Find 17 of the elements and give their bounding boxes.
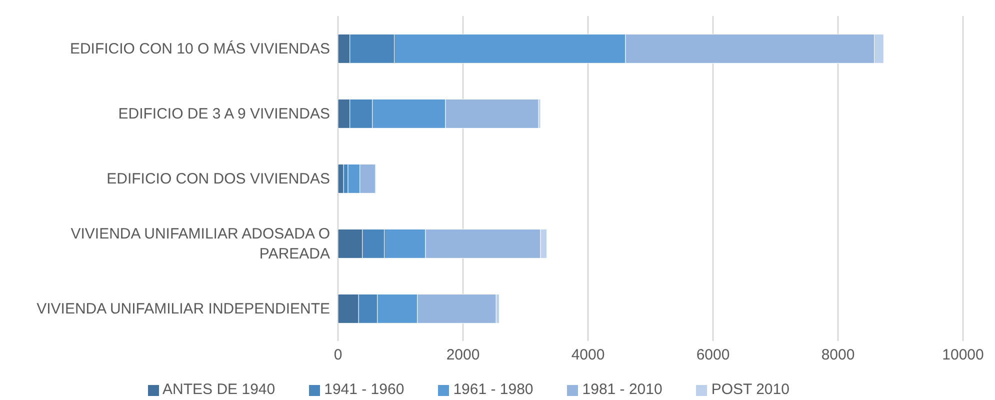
x-tick-label: 0 bbox=[334, 346, 342, 364]
x-tick-label: 6000 bbox=[696, 346, 730, 364]
x-tick-label: 4000 bbox=[571, 346, 605, 364]
legend-label: ANTES DE 1940 bbox=[162, 381, 276, 398]
legend-label: 1981 - 2010 bbox=[582, 381, 662, 398]
legend-label: POST 2010 bbox=[711, 381, 790, 398]
legend-label: 1961 - 1980 bbox=[453, 381, 534, 398]
legend-label: 1941 - 1960 bbox=[324, 381, 404, 398]
x-tick-label: 2000 bbox=[446, 346, 480, 364]
y-tick-label: EDIFICIO CON DOS VIVIENDAS bbox=[106, 170, 330, 187]
y-tick-label: VIVIENDA UNIFAMILIAR ADOSADA O PAREADA bbox=[70, 225, 330, 262]
y-tick-label: EDIFICIO CON 10 O MÁS VIVIENDAS bbox=[70, 39, 330, 57]
x-tick-label: 10000 bbox=[942, 346, 984, 364]
y-tick-label: EDIFICIO DE 3 A 9 VIVIENDAS bbox=[118, 105, 330, 122]
y-tick-label: VIVIENDA UNIFAMILIAR INDEPENDIENTE bbox=[36, 300, 330, 317]
bar bbox=[338, 164, 344, 194]
x-tick-label: 8000 bbox=[821, 346, 855, 364]
